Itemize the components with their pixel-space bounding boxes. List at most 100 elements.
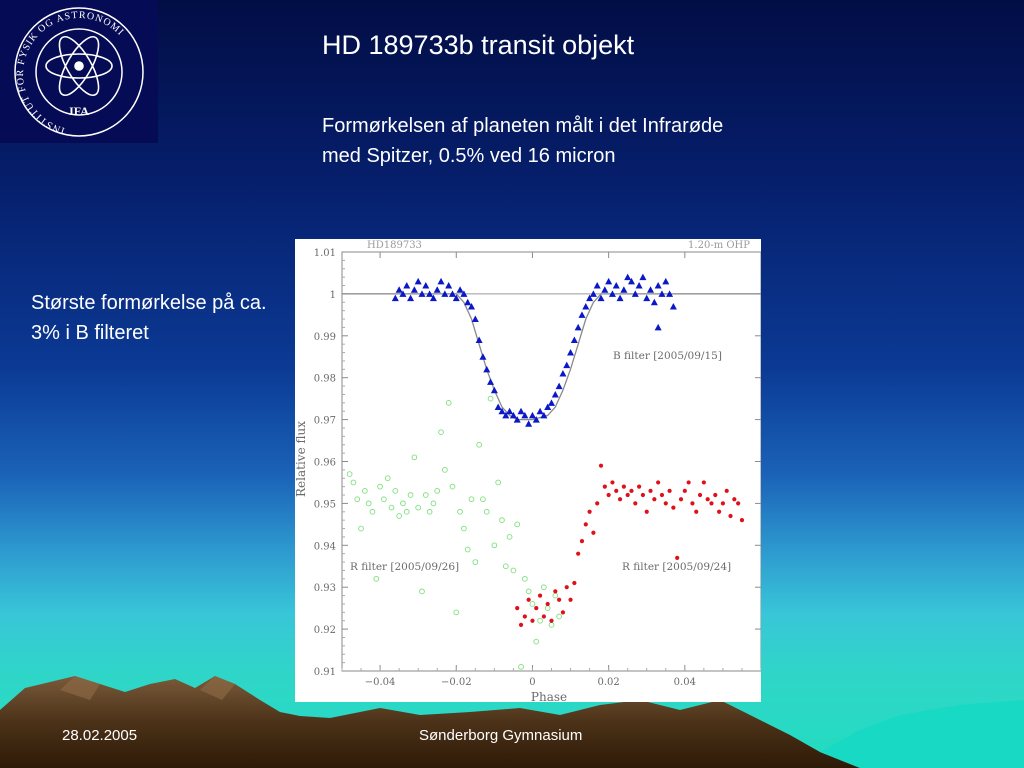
data-point-triangle <box>475 336 483 343</box>
data-point-triangle <box>597 294 605 302</box>
data-point-filled-circle <box>732 497 737 502</box>
data-point-triangle <box>468 302 476 310</box>
data-point-open-circle <box>480 496 486 503</box>
data-point-triangle <box>460 290 468 297</box>
data-point-open-circle <box>358 525 364 532</box>
data-point-triangle <box>452 294 460 302</box>
data-point-filled-circle <box>610 480 615 485</box>
x-tick-label: 0 <box>529 677 535 688</box>
data-point-triangle <box>471 315 479 323</box>
data-point-open-circle <box>438 429 444 436</box>
series-label: R filter [2005/09/26] <box>350 561 459 573</box>
atom-icon <box>45 35 113 97</box>
data-point-open-circle <box>468 496 475 503</box>
data-point-triangle <box>601 286 609 293</box>
data-point-filled-circle <box>656 480 661 485</box>
data-point-triangle <box>650 298 658 306</box>
data-point-filled-circle <box>583 522 588 527</box>
y-tick-label: 0.96 <box>314 458 336 469</box>
data-point-filled-circle <box>736 501 741 506</box>
data-point-triangle <box>479 353 487 360</box>
data-point-open-circle <box>537 617 543 624</box>
data-point-filled-circle <box>675 555 680 560</box>
data-point-triangle <box>563 361 571 369</box>
data-point-open-circle <box>544 605 551 612</box>
data-point-open-circle <box>529 601 536 607</box>
data-point-open-circle <box>453 609 460 616</box>
data-point-open-circle <box>377 483 383 490</box>
data-point-triangle <box>403 282 411 289</box>
data-point-triangle <box>620 286 628 293</box>
x-axis-label: Phase <box>531 690 567 702</box>
data-point-triangle <box>517 407 525 415</box>
data-point-triangle <box>429 294 437 302</box>
data-point-filled-circle <box>709 501 714 506</box>
data-point-triangle <box>487 378 495 385</box>
slide-title: HD 189733b transit objekt <box>322 30 635 60</box>
data-point-filled-circle <box>640 492 646 498</box>
data-point-open-circle <box>354 496 361 503</box>
data-point-filled-circle <box>717 509 722 514</box>
data-point-filled-circle <box>549 618 554 623</box>
data-point-triangle <box>540 411 548 419</box>
data-point-open-circle <box>396 513 402 519</box>
chart-title-left: HD189733 <box>367 240 422 251</box>
data-point-triangle <box>532 416 540 423</box>
data-point-triangle <box>616 294 624 302</box>
data-point-filled-circle <box>579 539 585 544</box>
data-point-triangle <box>509 411 517 419</box>
data-point-open-circle <box>552 592 559 599</box>
data-point-triangle <box>456 286 464 293</box>
model-curve <box>342 293 761 421</box>
data-point-open-circle <box>457 508 463 515</box>
data-point-triangle <box>647 286 655 293</box>
data-point-triangle <box>395 286 403 293</box>
data-point-triangle <box>627 277 635 285</box>
data-point-open-circle <box>381 496 387 503</box>
data-point-open-circle <box>415 504 422 511</box>
data-point-triangle <box>433 286 441 293</box>
data-point-triangle <box>666 290 674 297</box>
data-point-triangle <box>506 407 514 415</box>
data-point-open-circle <box>476 441 482 448</box>
data-point-open-circle <box>430 500 437 507</box>
data-point-filled-circle <box>705 497 710 502</box>
x-tick-label: −0.04 <box>365 677 396 688</box>
data-point-open-circle <box>514 521 521 528</box>
y-tick-label: 1 <box>330 290 336 301</box>
data-point-filled-circle <box>587 509 592 514</box>
data-point-filled-circle <box>545 601 550 607</box>
data-point-filled-circle <box>621 484 626 489</box>
data-point-open-circle <box>472 559 479 565</box>
data-point-open-circle <box>464 546 471 553</box>
data-point-filled-circle <box>606 492 611 498</box>
data-point-open-circle <box>541 584 547 591</box>
chart-title-right: 1.20-m OHP <box>688 240 750 251</box>
data-point-triangle <box>586 294 594 302</box>
data-point-filled-circle <box>694 509 699 514</box>
data-point-open-circle <box>521 575 528 582</box>
data-point-triangle <box>391 294 399 302</box>
sea-strip <box>820 700 1024 768</box>
data-point-triangle <box>521 411 529 419</box>
data-point-triangle <box>559 370 567 377</box>
data-point-triangle <box>494 403 502 411</box>
data-point-open-circle <box>346 471 353 477</box>
y-tick-label: 0.93 <box>314 583 336 594</box>
data-point-open-circle <box>362 487 368 494</box>
data-point-filled-circle <box>617 497 623 502</box>
data-point-filled-circle <box>724 488 729 493</box>
data-point-filled-circle <box>637 484 642 489</box>
data-point-triangle <box>624 273 632 281</box>
data-point-open-circle <box>350 479 357 486</box>
data-point-open-circle <box>525 588 532 595</box>
data-point-open-circle <box>510 567 517 574</box>
data-point-filled-circle <box>591 530 596 535</box>
data-point-filled-circle <box>557 597 562 602</box>
data-point-open-circle <box>407 492 414 498</box>
y-tick-label: 0.92 <box>314 625 336 636</box>
y-tick-label: 0.99 <box>314 332 336 343</box>
light-curve-chart: HD189733 1.20-m OHP Phase Relative flux … <box>295 239 761 702</box>
data-point-open-circle <box>506 534 513 540</box>
